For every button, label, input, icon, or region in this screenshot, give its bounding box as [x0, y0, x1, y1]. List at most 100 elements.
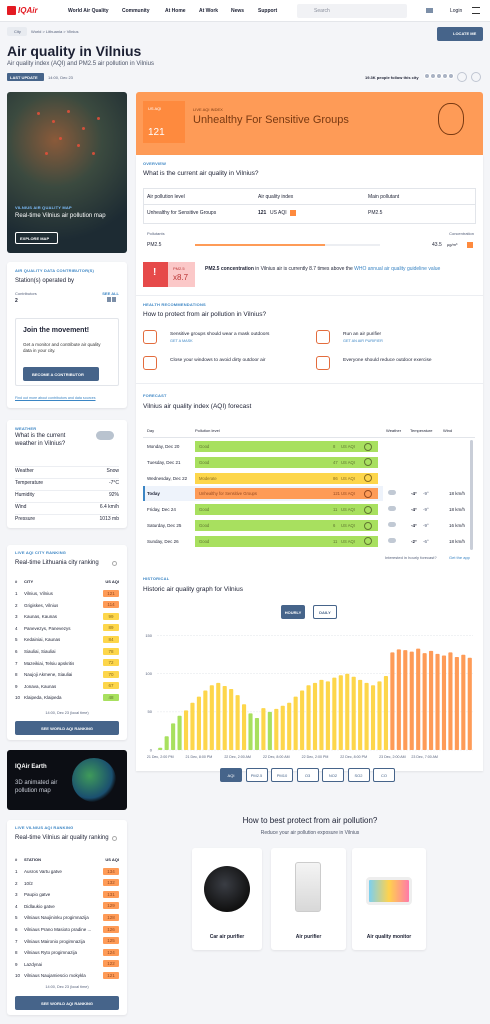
health-link[interactable]: GET A MASK	[170, 339, 193, 343]
y-tick-label: 50	[148, 709, 153, 714]
rank: 5	[15, 637, 18, 643]
weather-value: Snow	[106, 468, 119, 474]
forecast-header: Weather	[386, 428, 402, 433]
breadcrumb[interactable]: World > Lithuania > Vilnius	[31, 29, 79, 34]
join-button-label[interactable]: BECOME A CONTRIBUTOR	[32, 371, 84, 377]
pollutant-tab-label[interactable]: SO2	[354, 772, 363, 778]
pollutant-tab[interactable]	[271, 768, 293, 782]
rank-header: #	[15, 579, 18, 584]
last-update: 14:00, Dec 23	[48, 74, 73, 80]
ranking-button-label[interactable]: SEE WORLD AQI RANKING	[40, 1000, 94, 1006]
bar	[409, 651, 414, 750]
product-name[interactable]: Air quality monitor	[366, 934, 412, 940]
interval-toggle[interactable]	[281, 605, 305, 619]
map-dot	[92, 152, 95, 155]
bar	[448, 652, 453, 750]
forecast-level: Good	[199, 538, 210, 544]
station-name: Klaipeda, Klaipeda	[24, 695, 62, 701]
interval-toggle-label[interactable]: DAILY	[319, 609, 331, 615]
bar	[383, 676, 389, 750]
nav-link[interactable]: World Air Quality	[68, 8, 109, 14]
forecast-unit: US AQI	[341, 523, 355, 528]
alert-text: PM2.5 concentration in Vilnius air is cu…	[205, 266, 470, 272]
overview-header: Air pollution level	[147, 194, 185, 200]
rank: 4	[15, 625, 18, 631]
earth-logo: IQAir Earth	[15, 764, 47, 770]
pollutant-tab[interactable]	[373, 768, 395, 782]
bar	[441, 655, 447, 750]
forecast-day: Tuesday, Dec 21	[147, 459, 181, 465]
pollutant-tab[interactable]	[322, 768, 344, 782]
station-name: Kaunas, Kaunas	[24, 614, 58, 620]
pollutant-tab[interactable]	[245, 768, 268, 782]
bar	[377, 681, 382, 750]
health-link[interactable]: GET AN AIR PURIFIER	[343, 339, 383, 343]
pollutant-tab[interactable]	[220, 768, 242, 782]
pollutant-tab-label[interactable]: NO2	[328, 772, 338, 778]
y-tick-label: 150	[145, 633, 152, 638]
nav-link[interactable]: Support	[258, 8, 278, 14]
bar	[351, 676, 356, 750]
join-button[interactable]	[23, 367, 99, 381]
join-title: Join the movement!	[23, 327, 90, 334]
forecast-high: -2°	[411, 538, 417, 544]
rank: 2	[15, 880, 18, 886]
product-name[interactable]: Air purifier	[295, 934, 322, 940]
alert-box	[168, 262, 195, 287]
pollutant-tab[interactable]	[347, 768, 370, 782]
earth-globe	[72, 758, 116, 802]
locate-label[interactable]: LOCATE ME	[453, 31, 477, 36]
forecast-aqi: 11	[333, 538, 338, 544]
login-link[interactable]: Login	[450, 8, 463, 14]
follower-avatar	[442, 73, 448, 79]
alert-link[interactable]: WHO annual air quality guideline value	[354, 266, 441, 272]
follow-button[interactable]	[457, 72, 467, 82]
forecast-unit: US AQI	[341, 475, 355, 481]
follower-avatar	[430, 73, 436, 79]
ranking-button-label[interactable]: SEE WORLD AQI RANKING	[40, 725, 94, 731]
contributors-card	[7, 262, 127, 408]
explore-button[interactable]	[15, 232, 58, 244]
forecast-header: Pollution level	[195, 428, 220, 433]
forecast-unit: US AQI	[341, 491, 355, 497]
breadcrumb-type: City	[14, 29, 21, 34]
contributors-info-link[interactable]: Find out more about contributors and dat…	[15, 396, 96, 400]
page-subtitle: Air quality index (AQI) and PM2.5 air po…	[7, 61, 154, 67]
share-button[interactable]	[471, 72, 481, 82]
follower-avatar	[448, 73, 454, 79]
nav-link[interactable]: News	[231, 8, 245, 14]
pollutant-tab[interactable]	[296, 768, 319, 782]
forecast-note-link[interactable]: Get the app	[449, 555, 470, 560]
pollutant-tab-label[interactable]: PM2.5	[250, 772, 263, 778]
bar	[332, 677, 337, 750]
see-all-link[interactable]: SEE ALL	[102, 291, 119, 296]
rank: 2	[15, 602, 18, 608]
ranking-button[interactable]	[15, 996, 119, 1010]
search-box[interactable]	[297, 4, 407, 18]
nav-link[interactable]: At Home	[165, 8, 186, 14]
x-tick-label: 23 Dec, 2:00 AM	[379, 755, 406, 759]
explore-label[interactable]: EXPLORE MAP	[20, 235, 50, 241]
pollutant-tab-label[interactable]: PM10	[276, 772, 288, 778]
pollutant-tab-label[interactable]: AQI	[227, 772, 235, 778]
forecast-aqi: 11	[333, 507, 338, 513]
aqi-status: Unhealthy For Sensitive Groups	[193, 114, 349, 126]
bar	[216, 682, 221, 750]
rank: 3	[15, 892, 18, 898]
product-name[interactable]: Car air purifier	[209, 934, 245, 940]
pollutant-tab-label[interactable]: O3	[304, 772, 311, 778]
forecast-day: Sunday, Dec 26	[147, 538, 179, 544]
interval-toggle-label[interactable]: HOURLY	[284, 609, 302, 615]
nav-link[interactable]: Community	[122, 8, 150, 14]
overview-aqi: 121	[258, 210, 267, 216]
name-header: CITY	[24, 579, 34, 584]
y-tick-label: 100	[145, 671, 152, 676]
ranking-button[interactable]	[15, 721, 119, 735]
pollutant-tab-label[interactable]: CO	[381, 772, 387, 778]
locate-button[interactable]	[437, 27, 483, 41]
forecast-level-bar	[195, 456, 378, 468]
nav-link[interactable]: At Work	[199, 8, 219, 14]
interval-toggle[interactable]	[313, 605, 337, 619]
weather-cloud	[96, 431, 114, 440]
bar	[209, 685, 214, 750]
